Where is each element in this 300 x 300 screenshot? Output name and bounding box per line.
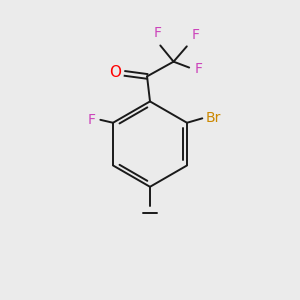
Text: O: O (110, 65, 122, 80)
Text: F: F (191, 28, 199, 42)
Text: Br: Br (206, 111, 221, 125)
Text: F: F (194, 62, 202, 76)
Text: F: F (87, 113, 95, 127)
Text: F: F (153, 26, 161, 40)
